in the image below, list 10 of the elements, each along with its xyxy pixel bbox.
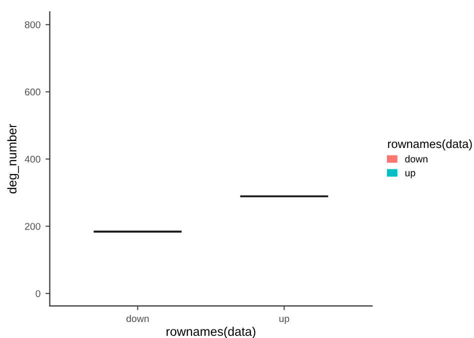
y-axis-title: deg_number bbox=[7, 124, 19, 194]
y-tick-label: 600 bbox=[25, 88, 40, 96]
legend-title: rownames(data) bbox=[388, 139, 472, 150]
x-axis-title: rownames(data) bbox=[166, 326, 256, 338]
legend-label: down bbox=[405, 155, 428, 162]
y-tick-label: 400 bbox=[24, 156, 40, 163]
legend-label: up bbox=[405, 171, 416, 178]
y-tick-label: 0 bbox=[36, 290, 40, 298]
y-tick-label: 200 bbox=[25, 222, 40, 230]
y-tick-label: 800 bbox=[24, 21, 40, 28]
